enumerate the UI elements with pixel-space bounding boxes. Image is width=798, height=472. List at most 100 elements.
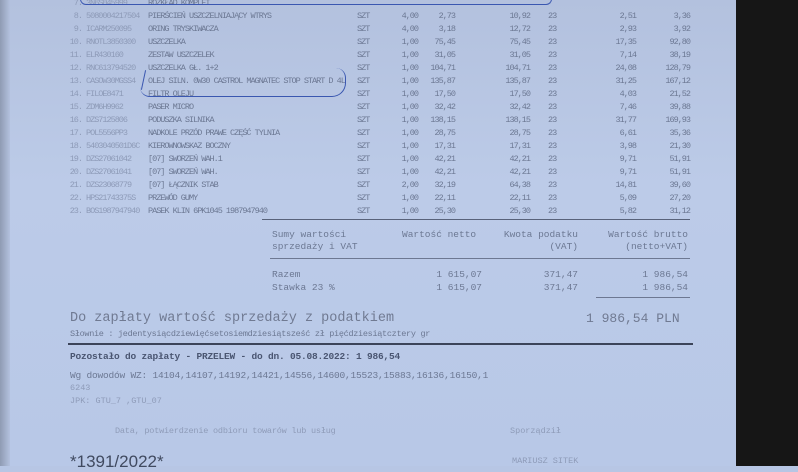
item-code: POL5556PP3 xyxy=(86,128,128,138)
item-gross-value: 167,12 xyxy=(665,76,691,86)
item-unit-price: 104,71 xyxy=(430,63,456,73)
item-code: ZDM6H9962 xyxy=(86,102,124,112)
item-code: ICARM250095 xyxy=(86,24,132,34)
summary-header-vat-line-1: Kwota podatku xyxy=(503,229,578,240)
item-unit-price: 17,50 xyxy=(434,89,456,99)
item-unit: SZT xyxy=(357,11,370,21)
item-net-value: 104,71 xyxy=(505,63,531,73)
table-row: 15. ZDM6H9962 PASER MICRO SZT 1,00 32,42 32,42… xyxy=(0,101,740,114)
item-vat-rate: 23 xyxy=(548,180,557,190)
item-unit-price: 3,18 xyxy=(438,24,456,34)
item-unit: SZT xyxy=(357,206,370,216)
item-vat-rate: 23 xyxy=(548,193,557,203)
item-number: 14. xyxy=(69,89,83,99)
item-vat-rate: 23 xyxy=(548,63,557,73)
item-vat-rate: 23 xyxy=(548,50,557,60)
table-row: 18. 5403040501D6C KIEROWNOWSKAZ BOCZNY SZT 1… xyxy=(0,140,740,153)
prepared-by-label: Sporządził xyxy=(510,426,562,436)
item-quantity: 1,00 xyxy=(401,193,419,203)
item-code: ELR430160 xyxy=(86,50,124,60)
prepared-by-name: MARIUSZ SITEK xyxy=(512,456,579,466)
item-unit: SZT xyxy=(357,63,370,73)
item-quantity: 1,00 xyxy=(401,128,419,138)
pen-mark-top xyxy=(80,0,552,5)
payment-divider xyxy=(68,343,693,345)
item-net-value: 42,21 xyxy=(509,154,531,164)
item-number: 8. xyxy=(73,11,83,21)
item-name: PASEK KLIN 6PK1045 1987947940 xyxy=(148,206,268,216)
payment-title: Do zapłaty wartość sprzedaży z podatkiem xyxy=(70,311,395,326)
item-name: OLEJ SILN. 0W30 CASTROL MAGNATEC STOP ST… xyxy=(148,76,346,86)
item-code: CASOW30MGSS4 xyxy=(86,76,136,86)
item-number: 15. xyxy=(69,102,83,112)
item-quantity: 1,00 xyxy=(401,89,419,99)
amount-in-words: Słownie : jedentysiącdziewięćsetosiemdzi… xyxy=(70,329,431,339)
item-vat-amount: 3,98 xyxy=(619,141,637,151)
item-quantity: 1,00 xyxy=(401,63,419,73)
item-name: ORING TRYSKIWACZA xyxy=(148,24,219,34)
item-vat-amount: 9,71 xyxy=(619,154,637,164)
dark-background xyxy=(736,0,798,466)
item-unit: SZT xyxy=(357,141,370,151)
item-gross-value: 169,93 xyxy=(665,115,691,125)
item-name: [07] ŁĄCZNIK STAB xyxy=(148,180,219,190)
item-gross-value: 31,12 xyxy=(669,206,691,216)
wz-documents-cont: 6243 xyxy=(70,383,91,393)
item-name: ZESTAW USZCZELEK xyxy=(148,50,215,60)
item-unit: SZT xyxy=(357,76,370,86)
item-unit: SZT xyxy=(357,115,370,125)
item-vat-amount: 14,81 xyxy=(615,180,637,190)
table-row: 10. RNOTL3850300 USZCZELKA SZT 1,00 75,45 75,4… xyxy=(0,36,740,49)
item-number: 11. xyxy=(69,50,83,60)
item-unit: SZT xyxy=(357,102,370,112)
item-net-value: 17,31 xyxy=(509,141,531,151)
item-number: 16. xyxy=(69,115,83,125)
item-quantity: 2,00 xyxy=(401,180,419,190)
item-net-value: 32,42 xyxy=(509,102,531,112)
item-net-value: 75,45 xyxy=(509,37,531,47)
pen-circle-oil-filter xyxy=(140,68,346,97)
item-unit-price: 31,05 xyxy=(434,50,456,60)
item-net-value: 31,05 xyxy=(509,50,531,60)
payment-total: 1 986,54 PLN xyxy=(586,311,680,326)
item-gross-value: 21,30 xyxy=(669,141,691,151)
summary-header-vat: Kwota podatku (VAT) xyxy=(500,229,578,253)
item-gross-value: 38,19 xyxy=(669,50,691,60)
item-code: HPS21743375S xyxy=(86,193,136,203)
item-vat-amount: 5,09 xyxy=(619,193,637,203)
item-number: 13. xyxy=(69,76,83,86)
item-code: DZS27061042 xyxy=(86,154,132,164)
item-name: USZCZELKA xyxy=(148,37,186,47)
item-number: 7. xyxy=(73,0,83,8)
item-gross-value: 3,36 xyxy=(673,11,691,21)
summary-row-netto: 1 615,07 xyxy=(436,269,482,280)
item-gross-value: 35,36 xyxy=(669,128,691,138)
item-net-value: 138,15 xyxy=(505,115,531,125)
item-gross-value: 51,91 xyxy=(669,167,691,177)
paper-shadow xyxy=(0,0,10,466)
item-vat-rate: 23 xyxy=(548,115,557,125)
item-quantity: 1,00 xyxy=(401,141,419,151)
item-number: 10. xyxy=(69,37,83,47)
item-unit-price: 2,73 xyxy=(438,11,456,21)
item-unit: SZT xyxy=(357,167,370,177)
item-code: DZS7125806 xyxy=(86,115,128,125)
item-unit: SZT xyxy=(357,24,370,34)
item-code: DZS27061041 xyxy=(86,167,132,177)
item-gross-value: 39,60 xyxy=(669,180,691,190)
item-vat-rate: 23 xyxy=(548,167,557,177)
item-gross-value: 3,92 xyxy=(673,24,691,34)
item-name: PRZEWÓD GUMY xyxy=(148,193,198,203)
item-number: 22. xyxy=(69,193,83,203)
item-vat-rate: 23 xyxy=(548,37,557,47)
item-number: 12. xyxy=(69,63,83,73)
item-quantity: 4,00 xyxy=(401,24,419,34)
item-net-value: 12,72 xyxy=(509,24,531,34)
table-row: 21. DZS23068779 [07] ŁĄCZNIK STAB SZT 2,00 32… xyxy=(0,179,740,192)
item-number: 20. xyxy=(69,167,83,177)
item-unit-price: 42,21 xyxy=(434,167,456,177)
table-row: 13. CASOW30MGSS4 OLEJ SILN. 0W30 CASTROL M… xyxy=(0,75,740,88)
summary-row-netto: 1 615,07 xyxy=(436,282,482,293)
summary-header-netto: Wartość netto xyxy=(402,229,477,240)
item-net-value: 135,87 xyxy=(505,76,531,86)
